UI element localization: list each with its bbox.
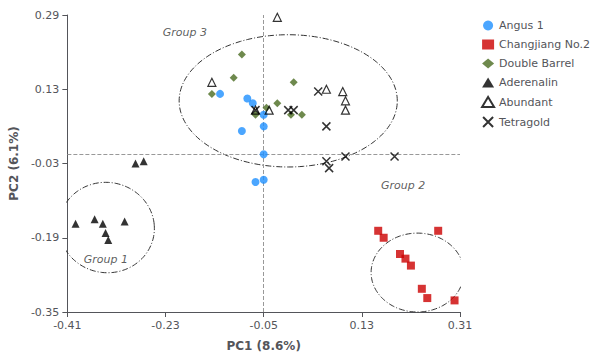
svg-text:Abundant: Abundant xyxy=(499,96,553,109)
svg-text:0.31: 0.31 xyxy=(448,319,473,332)
svg-text:Angus 1: Angus 1 xyxy=(499,19,544,32)
svg-text:-0.23: -0.23 xyxy=(151,319,179,332)
svg-text:-0.41: -0.41 xyxy=(53,319,81,332)
svg-text:PC1 (8.6%): PC1 (8.6%) xyxy=(226,339,300,353)
svg-text:-0.35: -0.35 xyxy=(31,306,59,319)
svg-text:Aderenalin: Aderenalin xyxy=(499,76,558,89)
svg-text:0.13: 0.13 xyxy=(35,83,60,96)
svg-text:Changjiang No.2: Changjiang No.2 xyxy=(499,38,590,51)
svg-text:PC2 (6.1%): PC2 (6.1%) xyxy=(7,126,21,200)
svg-text:-0.03: -0.03 xyxy=(31,157,59,170)
svg-text:-0.19: -0.19 xyxy=(31,231,59,244)
svg-text:-0.05: -0.05 xyxy=(249,319,277,332)
svg-text:Tetragold: Tetragold xyxy=(498,116,550,129)
svg-text:0.13: 0.13 xyxy=(350,319,375,332)
svg-text:Double Barrel: Double Barrel xyxy=(499,57,574,70)
svg-text:0.29: 0.29 xyxy=(35,9,60,22)
svg-text:Group 2: Group 2 xyxy=(381,179,425,192)
svg-text:Group 1: Group 1 xyxy=(84,253,128,266)
svg-text:Group 3: Group 3 xyxy=(163,26,207,39)
